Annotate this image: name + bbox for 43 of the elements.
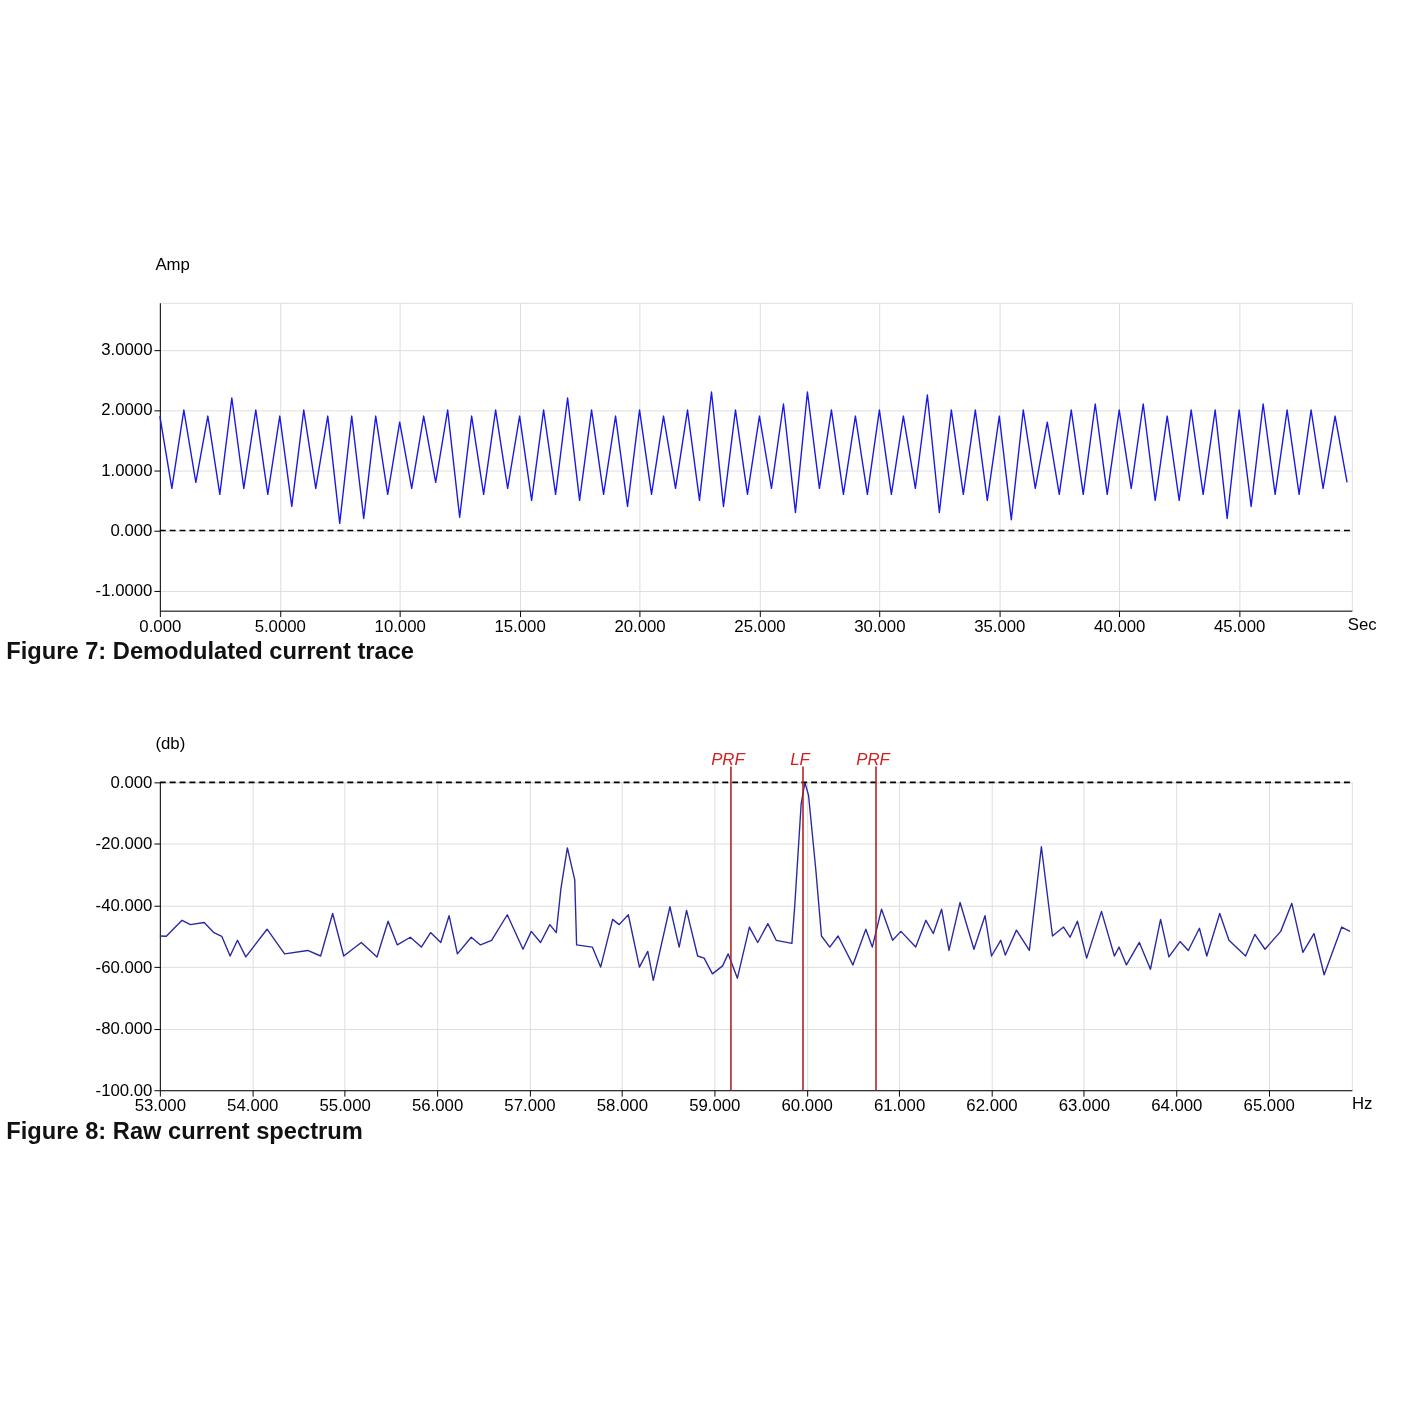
x-tick-label: 64.000 [1151, 1096, 1203, 1116]
y-tick-label: 0.000 [110, 520, 153, 540]
x-tick-label: 65.000 [1243, 1096, 1295, 1116]
y-tick-label: -80.000 [95, 1019, 153, 1039]
x-tick-label: 30.000 [854, 616, 906, 636]
x-tick-label: 35.000 [974, 616, 1026, 636]
y-tick-label: 1.0000 [101, 460, 153, 480]
y-tick-label: -60.000 [95, 957, 153, 977]
x-tick-label: 63.000 [1058, 1096, 1111, 1116]
line-series [159, 391, 1348, 524]
x-tick-label: 58.000 [596, 1096, 649, 1116]
x-tick-label: 62.000 [966, 1096, 1018, 1116]
x-tick-label: 5.0000 [254, 616, 306, 636]
x-tick-label: 56.000 [411, 1096, 464, 1116]
x-tick-label: 60.000 [781, 1096, 833, 1116]
x-tick-label: 0.000 [139, 616, 182, 636]
x-tick-label: 25.000 [734, 616, 786, 636]
ref-line-label: PRF [711, 749, 747, 769]
x-tick-label: 57.000 [504, 1096, 556, 1116]
x-tick-label: 10.000 [374, 616, 426, 636]
x-tick-label: 40.000 [1094, 616, 1146, 636]
ref-line-label: PRF [856, 749, 892, 769]
x-axis-title: Hz [1351, 1094, 1373, 1114]
x-tick-label: 61.000 [873, 1096, 926, 1116]
line-series [159, 781, 1351, 982]
ref-line-label: LF [790, 749, 812, 769]
x-tick-label: 20.000 [614, 616, 666, 636]
y-tick-label: 3.0000 [101, 340, 153, 360]
x-tick-label: 15.000 [494, 616, 546, 636]
x-axis-title: Sec [1347, 614, 1377, 634]
y-tick-label: 0.000 [110, 772, 153, 792]
x-tick-label: 55.000 [319, 1096, 371, 1116]
y-tick-label: 2.0000 [101, 400, 153, 420]
text: Figure 8: Raw current spectrum [6, 1117, 363, 1144]
x-tick-label: 45.000 [1214, 616, 1266, 636]
y-tick-label: -40.000 [95, 895, 153, 915]
x-tick-label: 54.000 [227, 1096, 279, 1116]
text: Figure 7: Demodulated current trace [6, 638, 415, 665]
y-tick-label: -20.000 [95, 834, 153, 854]
x-tick-label: 59.000 [689, 1096, 741, 1116]
y-tick-label: -1.0000 [95, 581, 153, 601]
y-axis-title: Amp [155, 254, 190, 274]
y-axis-title: (db) [155, 734, 186, 754]
